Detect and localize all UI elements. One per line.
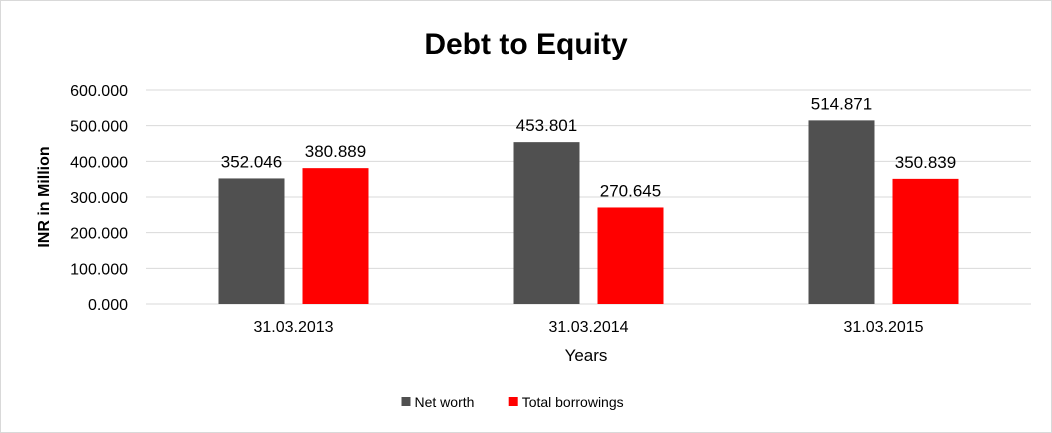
y-tick-label: 600.000 [70, 83, 128, 100]
data-label: 380.889 [305, 142, 366, 161]
x-tick-label: 31.03.2015 [843, 319, 923, 336]
legend-swatch [401, 397, 411, 406]
data-label: 270.645 [600, 181, 661, 200]
y-tick-label: 400.000 [70, 154, 128, 171]
bar [892, 178, 959, 304]
y-tick-label: 100.000 [70, 261, 128, 278]
bar [597, 207, 664, 304]
bar [808, 120, 875, 305]
legend: Net worth Total borrowings [401, 394, 624, 410]
y-axis-title: INR in Million [36, 146, 53, 247]
legend-label: Net worth [415, 394, 475, 410]
bars [218, 120, 959, 305]
x-axis-ticks: 31.03.2013 31.03.2014 31.03.2015 [253, 319, 923, 336]
bar [302, 168, 369, 304]
y-tick-label: 300.000 [70, 190, 128, 207]
data-label: 453.801 [516, 116, 577, 135]
bar [513, 142, 580, 304]
gridlines [146, 89, 1031, 305]
data-label: 514.871 [811, 94, 872, 113]
legend-swatch [508, 397, 518, 406]
data-label: 352.046 [221, 152, 282, 171]
y-tick-label: 500.000 [70, 119, 128, 136]
data-label: 350.839 [895, 153, 956, 172]
bar [218, 178, 285, 304]
y-tick-label: 200.000 [70, 226, 128, 243]
y-axis-ticks: 0.000 100.000 200.000 300.000 400.000 500.000… [70, 83, 128, 314]
y-tick-label: 0.000 [88, 297, 128, 314]
legend-label: Total borrowings [522, 394, 624, 410]
x-tick-label: 31.03.2013 [253, 319, 333, 336]
chart-title: Debt to Equity [424, 28, 628, 61]
x-axis-title: Years [565, 346, 608, 365]
x-tick-label: 31.03.2014 [548, 319, 628, 336]
data-labels: 352.046 380.889 453.801 270.645 514.871 350.8… [221, 94, 956, 200]
